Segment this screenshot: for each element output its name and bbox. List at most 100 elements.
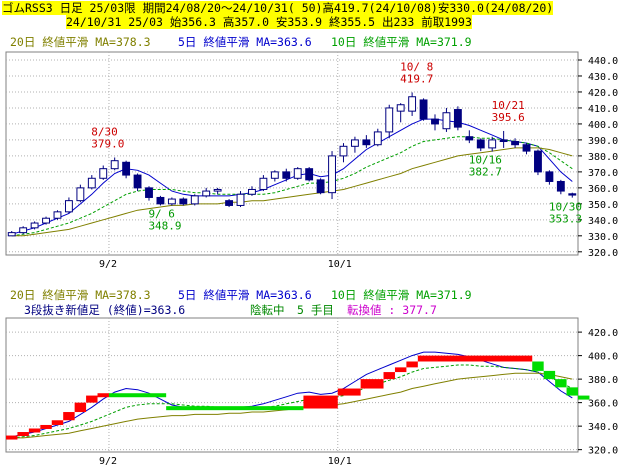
candle-up — [236, 193, 245, 206]
top-y-tick-label: 330.0 — [588, 232, 618, 243]
annotation-date: 9/ 6 — [148, 208, 175, 221]
bottom-y-tick-label: 420.0 — [588, 328, 618, 339]
brick-down — [555, 379, 567, 388]
top-plot-frame — [5, 51, 579, 256]
bottom-y-tick-label: 340.0 — [588, 422, 618, 433]
candle-up — [293, 168, 302, 179]
brick-up — [51, 420, 64, 425]
annotation-value: 353.3 — [549, 213, 582, 226]
candle-up — [190, 195, 199, 205]
brick-up — [6, 435, 18, 440]
step-count: 5 手目 — [297, 303, 334, 317]
candle-down — [556, 180, 565, 192]
brick-up — [394, 367, 407, 373]
last-bar-summary: 24/10/31 25/03 始356.3 高357.0 安353.9 終355… — [66, 15, 472, 29]
brick-up — [337, 388, 361, 396]
candle-up — [339, 145, 348, 157]
bottom-plot-frame — [5, 317, 579, 453]
chart-title-line: ゴムRSS3 日足 25/03限 期間24/08/20～24/10/31( 50… — [2, 1, 554, 15]
annotation-value: 348.9 — [148, 220, 181, 233]
candle-down — [499, 139, 508, 143]
brick-down — [166, 406, 304, 411]
candle-down — [431, 118, 439, 125]
candle-down — [179, 198, 188, 205]
reversal-value: 転換値 : 377.7 — [347, 303, 437, 317]
top-y-tick-label: 430.0 — [588, 72, 618, 83]
top-y-tick-label: 410.0 — [588, 104, 618, 115]
three-line-break-panel: 320.0 340.0 360.0 380.0 400.0 420.0 9/2 10/1 — [5, 317, 618, 467]
candle-up — [259, 177, 268, 190]
annotation-date: 8/30 — [91, 125, 118, 138]
candle-up — [385, 107, 394, 133]
top-y-tick-label: 360.0 — [588, 184, 618, 195]
brick-up — [360, 379, 384, 389]
candle-down — [156, 196, 165, 205]
top-x-tick-label: 10/1 — [328, 259, 352, 270]
candle-down — [316, 179, 325, 194]
annotation-value: 419.7 — [400, 72, 433, 85]
annotation-date: 10/21 — [492, 99, 525, 112]
candle-down — [522, 144, 531, 152]
legend-ma10-bottom: 10日 終値平滑 MA=371.9 — [331, 288, 472, 302]
top-y-tick-label: 370.0 — [588, 168, 618, 179]
candle-up — [42, 217, 50, 224]
candlestick-panel: 320.0 330.0 340.0 350.0 360.0 370.0 380.0 390.0… — [5, 51, 618, 270]
brick-down — [543, 370, 556, 380]
candle-up — [7, 232, 16, 237]
candle-down — [453, 109, 462, 128]
brick-up — [383, 372, 395, 380]
brick-up — [28, 428, 41, 433]
top-ma-line-10 — [11, 136, 573, 237]
annotation-value: 379.0 — [91, 137, 124, 150]
bottom-ma-line-5 — [11, 351, 573, 438]
candle-down — [545, 171, 554, 182]
brick-up — [86, 395, 98, 403]
top-y-tick-label: 440.0 — [588, 56, 618, 67]
bottom-y-tick-label: 360.0 — [588, 399, 618, 410]
candle-up — [76, 187, 85, 202]
candle-up — [396, 104, 405, 112]
candle-down — [362, 139, 371, 146]
trend-state: 陰転中 — [250, 303, 285, 317]
three-line-break-label: 3段抜き新値足 (終値)=363.6 — [24, 303, 186, 317]
brick-up — [63, 412, 75, 421]
annotation-value: 382.7 — [469, 166, 502, 179]
bottom-x-tick-label: 10/1 — [328, 456, 352, 467]
brick-up — [406, 361, 418, 368]
annotation-value: 395.6 — [492, 111, 525, 124]
top-y-tick-label: 390.0 — [588, 136, 618, 147]
candle-up — [202, 190, 211, 197]
candle-down — [534, 150, 542, 173]
annotation-date: 10/30 — [549, 201, 582, 214]
annotation-date: 10/ 8 — [400, 60, 433, 73]
annotation-date: 10/16 — [469, 154, 502, 167]
top-y-tick-label: 400.0 — [588, 120, 618, 131]
candle-down — [225, 200, 234, 206]
legend-ma20-bottom: 20日 終値平滑 MA=378.3 — [10, 288, 151, 302]
candle-up — [373, 131, 382, 146]
legend-ma5-bottom: 5日 終値平滑 MA=363.6 — [178, 288, 312, 302]
candle-up — [53, 211, 62, 219]
candle-down — [568, 193, 577, 196]
candle-up — [87, 177, 96, 189]
candle-up — [110, 160, 119, 170]
candle-down — [465, 136, 474, 141]
bottom-ma-line-20 — [11, 372, 573, 439]
brick-up — [303, 395, 338, 409]
candle-up — [30, 222, 39, 229]
top-y-tick-label: 320.0 — [588, 248, 618, 259]
candle-up — [270, 171, 279, 179]
legend-ma10-top: 10日 終値平滑 MA=371.9 — [331, 35, 472, 49]
candle-down — [511, 141, 520, 146]
legend-ma20-top: 20日 終値平滑 MA=378.3 — [10, 35, 151, 49]
candle-up — [19, 227, 28, 234]
top-y-tick-label: 380.0 — [588, 152, 618, 163]
candle-up — [350, 139, 359, 147]
brick-up — [40, 424, 52, 429]
candle-down — [133, 174, 142, 189]
candle-up — [64, 200, 73, 213]
top-y-tick-label: 420.0 — [588, 88, 618, 99]
candle-down — [305, 168, 314, 181]
top-ma-line-20 — [11, 147, 573, 237]
